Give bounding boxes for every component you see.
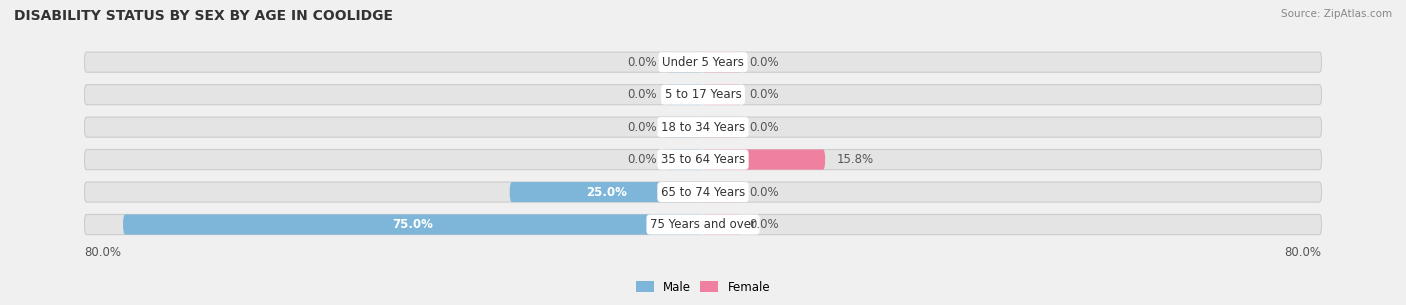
- FancyBboxPatch shape: [84, 84, 1322, 105]
- FancyBboxPatch shape: [84, 214, 1322, 235]
- FancyBboxPatch shape: [84, 149, 1322, 170]
- Text: 0.0%: 0.0%: [627, 120, 657, 134]
- Text: 0.0%: 0.0%: [749, 56, 779, 69]
- FancyBboxPatch shape: [665, 84, 703, 105]
- FancyBboxPatch shape: [703, 182, 742, 202]
- FancyBboxPatch shape: [703, 149, 825, 170]
- FancyBboxPatch shape: [84, 117, 1322, 137]
- Text: Source: ZipAtlas.com: Source: ZipAtlas.com: [1281, 9, 1392, 19]
- Text: Under 5 Years: Under 5 Years: [662, 56, 744, 69]
- FancyBboxPatch shape: [665, 149, 703, 170]
- FancyBboxPatch shape: [703, 52, 742, 72]
- Text: 80.0%: 80.0%: [84, 246, 121, 259]
- FancyBboxPatch shape: [703, 84, 742, 105]
- Text: 65 to 74 Years: 65 to 74 Years: [661, 185, 745, 199]
- FancyBboxPatch shape: [703, 214, 742, 235]
- Text: 35 to 64 Years: 35 to 64 Years: [661, 153, 745, 166]
- Text: 0.0%: 0.0%: [749, 120, 779, 134]
- Text: DISABILITY STATUS BY SEX BY AGE IN COOLIDGE: DISABILITY STATUS BY SEX BY AGE IN COOLI…: [14, 9, 394, 23]
- FancyBboxPatch shape: [124, 214, 703, 235]
- Text: 18 to 34 Years: 18 to 34 Years: [661, 120, 745, 134]
- Text: 15.8%: 15.8%: [837, 153, 875, 166]
- Legend: Male, Female: Male, Female: [631, 276, 775, 299]
- Text: 80.0%: 80.0%: [1285, 246, 1322, 259]
- Text: 75.0%: 75.0%: [392, 218, 433, 231]
- FancyBboxPatch shape: [84, 52, 1322, 72]
- FancyBboxPatch shape: [665, 117, 703, 137]
- Text: 0.0%: 0.0%: [749, 88, 779, 101]
- FancyBboxPatch shape: [703, 117, 742, 137]
- FancyBboxPatch shape: [509, 182, 703, 202]
- Text: 5 to 17 Years: 5 to 17 Years: [665, 88, 741, 101]
- Text: 25.0%: 25.0%: [586, 185, 627, 199]
- Text: 75 Years and over: 75 Years and over: [650, 218, 756, 231]
- Text: 0.0%: 0.0%: [627, 88, 657, 101]
- Text: 0.0%: 0.0%: [627, 56, 657, 69]
- Text: 0.0%: 0.0%: [749, 218, 779, 231]
- FancyBboxPatch shape: [665, 52, 703, 72]
- Text: 0.0%: 0.0%: [627, 153, 657, 166]
- FancyBboxPatch shape: [84, 182, 1322, 202]
- Text: 0.0%: 0.0%: [749, 185, 779, 199]
